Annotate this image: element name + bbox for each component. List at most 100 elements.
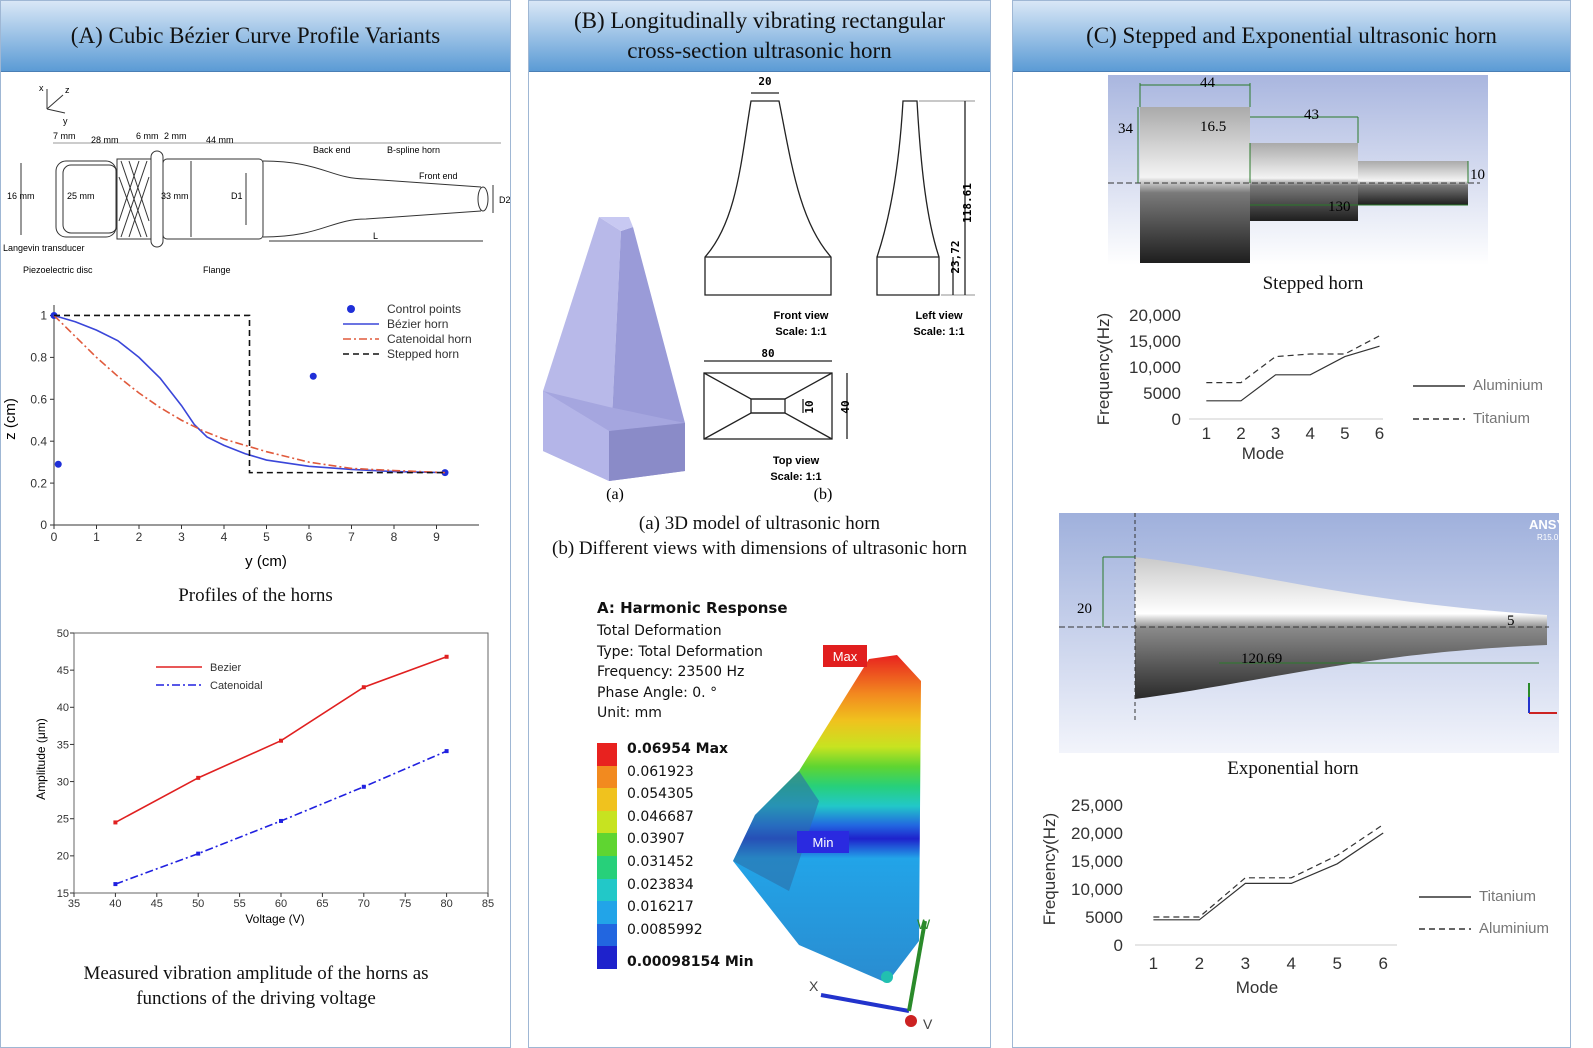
- x-tick-label: 1: [93, 530, 100, 544]
- x-tick-label: 0: [51, 530, 58, 544]
- dim-2mm: 2 mm: [164, 131, 187, 141]
- stepped-dim-43: 43: [1304, 107, 1319, 123]
- legend-value: 0.03907: [627, 831, 685, 848]
- x-tick-label: 3: [1271, 424, 1280, 443]
- data-marker: [113, 882, 118, 887]
- profile-y-axis-label: z (cm): [2, 398, 19, 440]
- data-marker: [279, 818, 283, 823]
- y-tick-label: 25: [57, 814, 69, 826]
- x-tick-label: 60: [275, 898, 287, 910]
- legend-label: Aluminium: [1479, 920, 1549, 937]
- dim-28mm: 28 mm: [91, 135, 119, 145]
- y-tick-label: 0.6: [30, 392, 47, 406]
- horn-engineering-drawing: 20 118.61 23,72 80 40 10 Front view Scal…: [543, 75, 975, 503]
- data-point: [309, 372, 317, 380]
- stepped-horn-model: 44 34 16.5 43 10 130: [1108, 75, 1488, 265]
- legend-value: 0.046687: [627, 808, 694, 825]
- y-tick-label: 50: [57, 628, 69, 640]
- legend-label: Bezier: [210, 662, 242, 674]
- panel-a: (A) Cubic Bézier Curve Profile Variants: [0, 0, 511, 1048]
- legend-value: 0.061923: [627, 763, 694, 780]
- stepped-x-axis-label: Mode: [1242, 444, 1285, 463]
- max-tag-box: [823, 645, 867, 667]
- x-tick-label: 5: [263, 530, 270, 544]
- y-tick-label: 15: [57, 888, 69, 900]
- front-view-label: Front view: [773, 310, 828, 322]
- y-tick-label: 15,000: [1129, 332, 1181, 351]
- x-tick-label: 80: [440, 898, 452, 910]
- y-tick-label: 20: [57, 851, 69, 863]
- legend-swatch: [597, 856, 617, 879]
- y-tick-label: 0.4: [30, 434, 47, 448]
- info-line: Frequency: 23500 Hz: [597, 664, 745, 680]
- dim-118-61: 118.61: [961, 183, 974, 223]
- legend-label: Titanium: [1473, 410, 1530, 427]
- label-b-spline-horn: B-spline horn: [387, 145, 440, 155]
- legend-label: Stepped horn: [387, 347, 459, 361]
- y-tick-label: 5000: [1085, 908, 1123, 927]
- exp-dim-5: 5: [1507, 613, 1515, 629]
- legend-label: Aluminium: [1473, 377, 1543, 394]
- stepped-dim-34: 34: [1118, 121, 1134, 137]
- left-view-scale: Scale: 1:1: [913, 326, 964, 338]
- front-view-scale: Scale: 1:1: [775, 326, 826, 338]
- x-tick-label: 50: [192, 898, 204, 910]
- legend-label: Control points: [387, 302, 461, 316]
- data-marker: [444, 749, 449, 754]
- axis-x-label: x: [39, 83, 44, 93]
- x-tick-label: 55: [233, 898, 245, 910]
- legend-swatch: [597, 743, 617, 766]
- series-line: [1153, 832, 1384, 921]
- y-tick-label: 40: [57, 702, 69, 714]
- legend-value: 0.054305: [627, 786, 694, 803]
- x-tick-label: 5: [1340, 424, 1349, 443]
- stepped-dim-130: 130: [1328, 199, 1351, 215]
- y-tick-label: 0: [40, 518, 47, 532]
- y-tick-label: 5000: [1143, 384, 1181, 403]
- x-tick-label: 5: [1333, 954, 1342, 973]
- exponential-y-axis-label: Frequency(Hz): [1040, 813, 1059, 925]
- y-tick-label: 1: [40, 309, 47, 323]
- x-tick-label: 35: [68, 898, 80, 910]
- legend-value: 0.0085992: [627, 921, 703, 938]
- axis-w: W: [917, 916, 931, 932]
- stepped-dim-44: 44: [1200, 75, 1216, 91]
- label-a: (a): [606, 486, 624, 503]
- axis-y-label: y: [63, 116, 68, 126]
- panel-c: (C) Stepped and Exponential ultrasonic h…: [1012, 0, 1571, 1048]
- y-tick-label: 30: [57, 776, 69, 788]
- series-line: [1153, 824, 1384, 918]
- label-piezoelectric-disc: Piezoelectric disc: [23, 265, 93, 275]
- legend-row: 0.016217: [597, 899, 777, 924]
- dim-25mm: 25 mm: [67, 191, 95, 201]
- stepped-dim-16-5: 16.5: [1200, 119, 1226, 135]
- x-tick-label: 6: [1378, 954, 1387, 973]
- x-tick-label: 45: [151, 898, 163, 910]
- label-flange: Flange: [203, 265, 231, 275]
- x-tick-label: 9: [433, 530, 440, 544]
- info-line: Unit: mm: [597, 705, 662, 721]
- legend-label: Catenoidal: [210, 680, 263, 692]
- profile-chart-caption: Profiles of the horns: [178, 585, 333, 606]
- legend-swatch: [597, 788, 617, 811]
- dim-23-72: 23,72: [949, 240, 962, 273]
- dim-80: 80: [761, 347, 774, 360]
- info-line: Type: Total Deformation: [597, 643, 763, 660]
- horn-profile-chart: 0 1 2 3 4 5 6 7 8 9 0 0.2 0.4 0.6 0.8 1 Control pointsB…: [2, 302, 479, 570]
- profile-x-axis-label: y (cm): [245, 553, 287, 570]
- x-tick-label: 3: [178, 530, 185, 544]
- panel-a-title: (A) Cubic Bézier Curve Profile Variants: [1, 1, 510, 72]
- dim-33mm: 33 mm: [161, 191, 189, 201]
- x-tick-label: 75: [399, 898, 411, 910]
- legend-row: 0.054305: [597, 786, 777, 811]
- label-b: (b): [814, 486, 833, 503]
- legend-swatch: [597, 833, 617, 856]
- dim-d1: D1: [231, 191, 243, 201]
- y-tick-label: 0.2: [30, 476, 47, 490]
- harmonic-response-header: A: Harmonic Response: [597, 599, 788, 617]
- data-point: [54, 460, 62, 468]
- y-tick-label: 0: [1172, 410, 1181, 429]
- legend-value: 0.016217: [627, 899, 694, 916]
- x-tick-label: 85: [482, 898, 494, 910]
- x-tick-label: 40: [109, 898, 121, 910]
